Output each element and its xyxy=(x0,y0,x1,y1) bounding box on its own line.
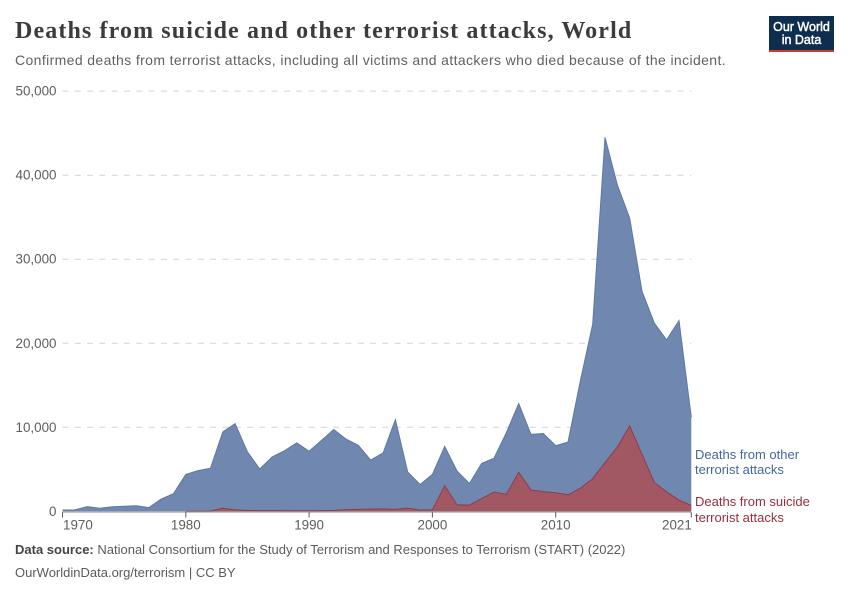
svg-text:1980: 1980 xyxy=(171,518,201,533)
svg-text:2010: 2010 xyxy=(541,518,571,533)
svg-text:10,000: 10,000 xyxy=(16,420,57,435)
svg-text:50,000: 50,000 xyxy=(16,84,57,99)
svg-text:20,000: 20,000 xyxy=(16,336,57,351)
svg-text:40,000: 40,000 xyxy=(16,168,57,183)
svg-text:0: 0 xyxy=(49,504,56,519)
svg-text:30,000: 30,000 xyxy=(16,252,57,267)
svg-text:2000: 2000 xyxy=(418,518,448,533)
svg-text:2021: 2021 xyxy=(662,518,692,533)
svg-text:1970: 1970 xyxy=(63,518,93,533)
svg-text:1990: 1990 xyxy=(294,518,324,533)
